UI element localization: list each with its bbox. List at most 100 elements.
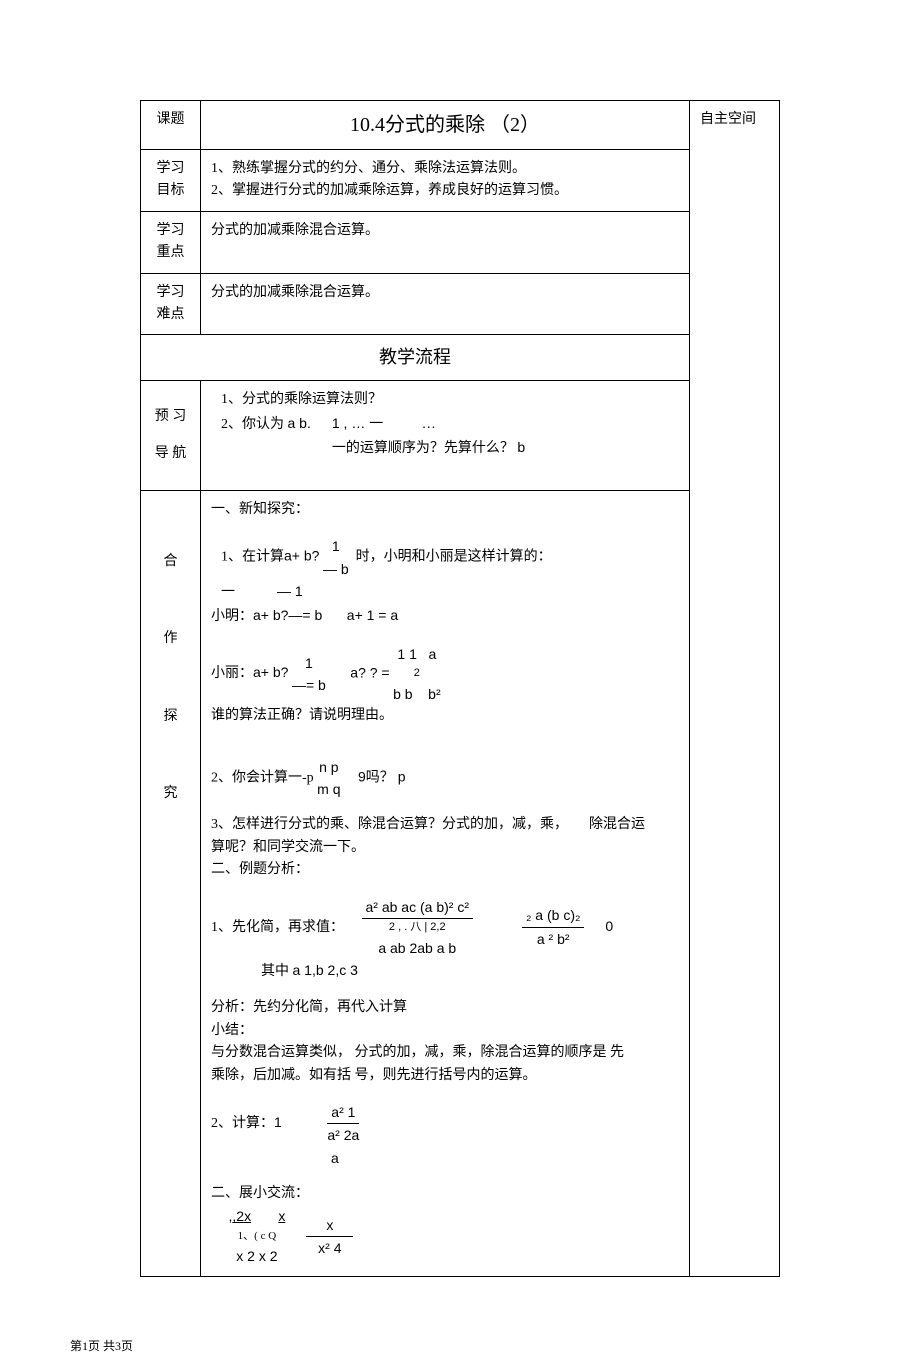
show1r-top: x — [306, 1214, 353, 1237]
preview-q2d: … — [422, 417, 436, 432]
p3a: 3、怎样进行分式的乘、除混合运算？分式的加，减，乘， — [211, 817, 568, 832]
ex1-frac-left: a² ab ac (a b)² c² 2 , . 八 | 2,2 a ab 2a… — [362, 896, 473, 959]
show1-bot: x 2 x 2 — [229, 1245, 286, 1267]
li-frac1-top: 1 — [292, 652, 326, 674]
explore-row: 合 作 探 究 一、新知探究： 1、在计算a+ b? 1 — b 时，小明和小丽… — [141, 490, 780, 1276]
preview-label-1: 预 习 — [141, 406, 200, 428]
page-footer: 第1页 共3页 — [0, 1337, 920, 1354]
keypoint-content: 分式的加减乘除混合运算。 — [201, 211, 690, 273]
p1-suffix: 时，小明和小丽是这样计算的： — [356, 550, 552, 565]
explore-label-3: 探 — [141, 706, 200, 728]
explore-label-1: 合 — [141, 551, 200, 573]
p2-bot: m q — [317, 778, 340, 800]
preview-q2c: 1 , … 一 — [332, 415, 383, 431]
explore-content: 一、新知探究： 1、在计算a+ b? 1 — b 时，小明和小丽是这样计算的： … — [201, 490, 690, 1276]
title-row: 课题 10.4分式的乘除 （2） 自主空间 — [141, 101, 780, 150]
keypoint-row: 学习 重点 分式的加减乘除混合运算。 — [141, 211, 780, 273]
preview-q2a: 2、你认为 — [221, 417, 284, 432]
problem-3b: 算呢？和同学交流一下。 — [211, 837, 679, 859]
ex1-where-vals: a 1,b 2,c 3 — [293, 962, 358, 978]
preview-q2b: a b. — [288, 415, 311, 431]
li-frac2-mid: 2 — [393, 665, 440, 683]
ming-line2: 小明：a+ b?—= b a+ 1 = a — [211, 604, 679, 628]
explore-label: 合 作 探 究 — [141, 490, 201, 1276]
analysis: 分析：先约分化简，再代入计算 — [211, 997, 679, 1019]
ming-a: 一 — [221, 585, 235, 600]
preview-q2e: 一的运算顺序为？先算什么？ b — [332, 441, 525, 456]
goals-line1: 1、熟练掌握分式的约分、通分、乘除法运算法则。 — [211, 158, 679, 180]
p1-prefix: 1、在计算 — [221, 550, 284, 565]
preview-content: 1、分式的乘除运算法则？ 2、你认为 a b. 1 , … 一 … 一的运算顺序… — [201, 381, 690, 491]
side-column: 自主空间 — [690, 101, 780, 1277]
ex1-where-label: 其中 — [261, 964, 289, 979]
p3b: 除混合运 — [589, 817, 645, 832]
ex1-mid: 2 , . 八 | 2,2 — [362, 919, 473, 937]
show1-left: ,,2x x 1、( c Q x 2 x 2 — [229, 1205, 286, 1267]
ex1-frac-right: ₂ a (b c)₂ a ² b² — [522, 904, 584, 950]
li-frac1: 1 —= b — [292, 652, 326, 697]
flow-title-row: 教学流程 — [141, 335, 780, 381]
preview-label: 预 习 导 航 — [141, 381, 201, 491]
summary-2: 乘除，后加减。如有括 号，则先进行括号内的运算。 — [211, 1065, 679, 1087]
example-1-where: 其中 a 1,b 2,c 3 — [211, 959, 679, 983]
ex1-bot: a ab 2ab a b — [362, 937, 473, 959]
p1-expr: a+ b? — [284, 548, 319, 564]
keypoint-label: 学习 重点 — [141, 211, 201, 273]
summary-1: 与分数混合运算类似， 分式的加，减，乘，除混合运算的顺序是 先 — [211, 1042, 679, 1064]
ming-b: — 1 — [277, 583, 303, 599]
li-frac2: 1 1 a 2 b b b² — [393, 643, 440, 705]
sec1-title: 一、新知探究： — [211, 499, 679, 521]
p1-frac-bot: — b — [323, 558, 349, 580]
ex2-a: a — [211, 1147, 679, 1169]
problem-3: 3、怎样进行分式的乘、除混合运算？分式的加，减，乘， 除混合运 — [211, 814, 679, 836]
show1r-bot: x² 4 — [306, 1237, 353, 1259]
difficulty-row: 学习 难点 分式的加减乘除混合运算。 — [141, 273, 780, 335]
lesson-plan-table: 课题 10.4分式的乘除 （2） 自主空间 学习 目标 1、熟练掌握分式的约分、… — [140, 100, 780, 1277]
explore-label-4: 究 — [141, 783, 200, 805]
show1-top: ,,2x x — [229, 1205, 286, 1227]
li-c: a? ? = — [350, 664, 389, 680]
ex1r-top: ₂ a (b c)₂ — [522, 904, 584, 927]
p1-frac-top: 1 — [323, 535, 349, 557]
sec3-title: 二、展小交流： — [211, 1183, 679, 1205]
goals-content: 1、熟练掌握分式的约分、通分、乘除法运算法则。 2、掌握进行分式的加减乘除运算，… — [201, 150, 690, 212]
preview-q2: 2、你认为 a b. 1 , … 一 … 一的运算顺序为？先算什么？ b — [211, 412, 679, 461]
li-frac2-top: 1 1 a — [393, 643, 440, 665]
p2-top: n p — [317, 756, 340, 778]
example-1: 1、先化简，再求值： a² ab ac (a b)² c² 2 , . 八 | … — [211, 896, 679, 959]
explore-label-2: 作 — [141, 628, 200, 650]
difficulty-content: 分式的加减乘除混合运算。 — [201, 273, 690, 335]
ming-d: a+ 1 = a — [347, 607, 398, 623]
p2-prefix: 2、你会计算一-p — [211, 770, 314, 785]
p1-frac: 1 — b — [323, 535, 349, 580]
topic-label: 课题 — [141, 101, 201, 150]
li-frac1-bot: —= b — [292, 674, 326, 696]
p2-frac: n p m q — [317, 756, 340, 801]
difficulty-label: 学习 难点 — [141, 273, 201, 335]
ex1r-bot: a ² b² — [522, 928, 584, 950]
ex1-top: a² ab ac (a b)² c² — [362, 896, 473, 919]
show-1: ,,2x x 1、( c Q x 2 x 2 x x² 4 — [211, 1205, 679, 1267]
example-2: 2、计算：1 a² 1 a² 2a — [211, 1101, 679, 1147]
li-frac2-bot: b b b² — [393, 683, 440, 705]
li-a: 小丽：a+ b? — [211, 666, 288, 681]
p2-suffix: 9吗？ p — [358, 768, 405, 784]
summary-label: 小结： — [211, 1020, 679, 1042]
ex1-zero: 0 — [605, 918, 613, 934]
goals-line2: 2、掌握进行分式的加减乘除运算，养成良好的运算习惯。 — [211, 180, 679, 202]
problem-2: 2、你会计算一-p n p m q 9吗？ p — [211, 756, 679, 801]
ex1-prefix: 1、先化简，再求值： — [211, 920, 344, 935]
li-line: 小丽：a+ b? 1 —= b a? ? = 1 1 a 2 b b b² — [211, 643, 679, 705]
preview-q1: 1、分式的乘除运算法则？ — [211, 389, 679, 411]
ming-line1: 一 — 1 — [211, 580, 679, 604]
sec2-title: 二、例题分析： — [211, 859, 679, 881]
preview-label-2: 导 航 — [141, 443, 200, 465]
ex2-bot: a² 2a — [327, 1124, 359, 1146]
show1-right: x x² 4 — [306, 1214, 353, 1260]
flow-title: 教学流程 — [141, 335, 690, 381]
ex2-prefix: 2、计算：1 — [211, 1116, 282, 1131]
goals-label: 学习 目标 — [141, 150, 201, 212]
show1-mid: 1、( c Q — [229, 1228, 286, 1246]
document-page: 课题 10.4分式的乘除 （2） 自主空间 学习 目标 1、熟练掌握分式的约分、… — [0, 0, 920, 1317]
goals-row: 学习 目标 1、熟练掌握分式的约分、通分、乘除法运算法则。 2、掌握进行分式的加… — [141, 150, 780, 212]
